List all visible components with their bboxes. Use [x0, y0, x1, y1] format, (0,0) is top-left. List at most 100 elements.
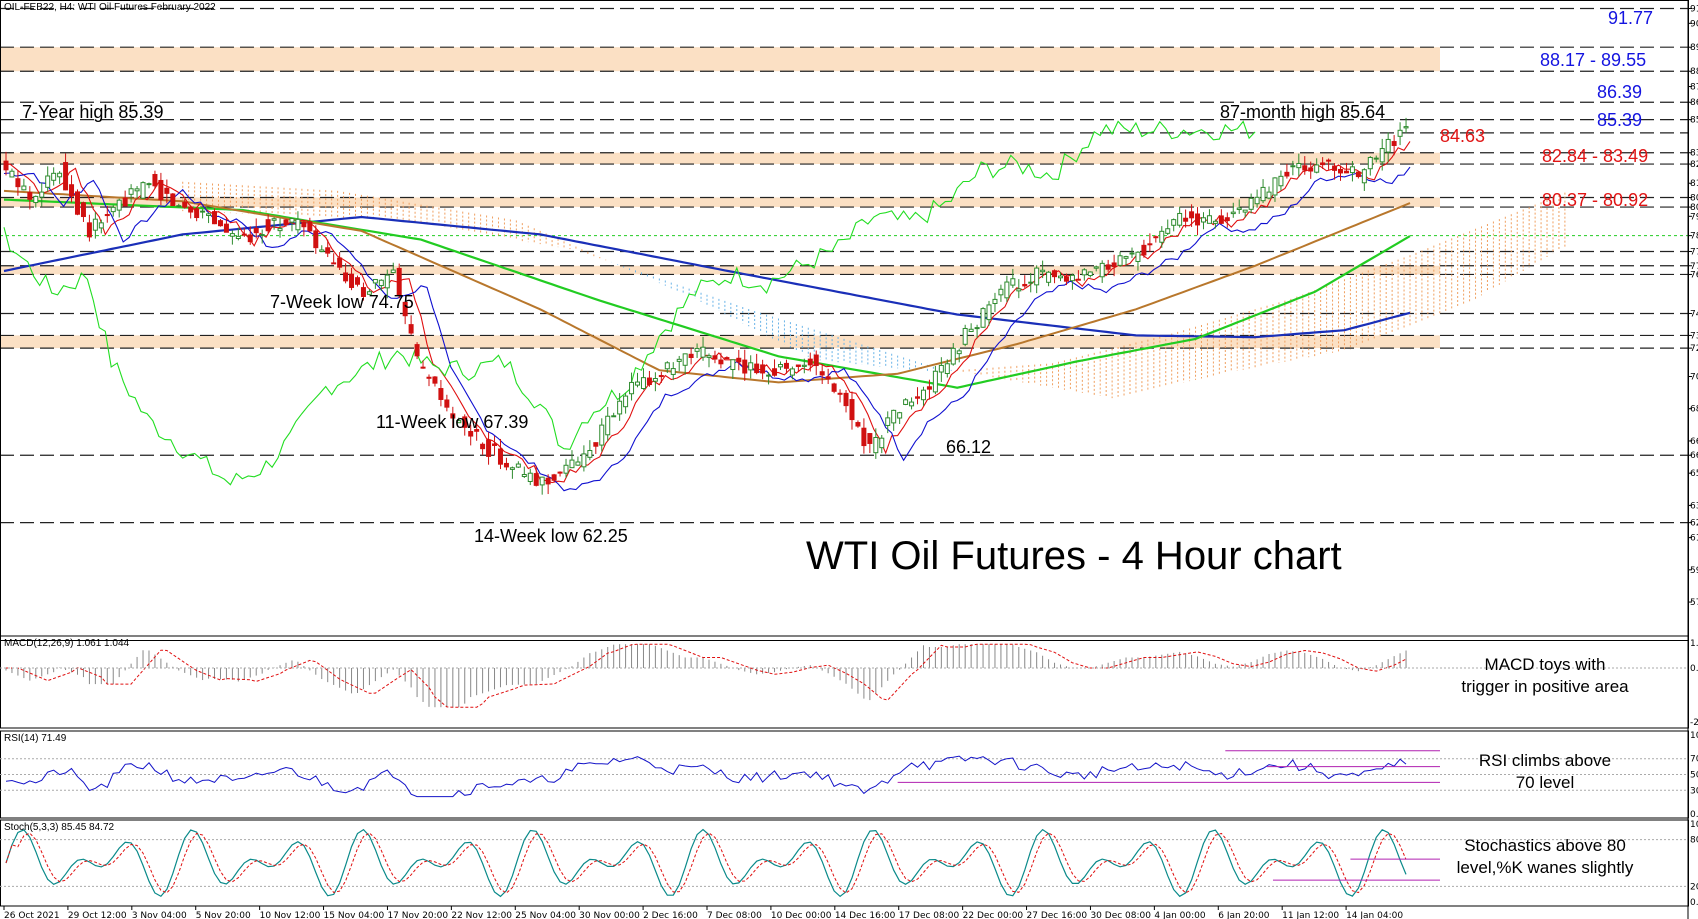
level-91-77: 91.77	[1608, 8, 1654, 28]
sma50-line	[3, 189, 1411, 384]
candle-body	[1230, 211, 1236, 215]
candle-body	[730, 359, 736, 371]
candle-body	[1254, 196, 1260, 205]
candle-body	[676, 358, 682, 362]
sma100-line	[3, 198, 1411, 389]
zone-band	[0, 335, 1440, 349]
candle-body	[1093, 266, 1099, 269]
candle-body	[1069, 274, 1075, 282]
stoch-axis-label: 100.00	[1690, 820, 1698, 830]
candle-body	[1391, 141, 1397, 146]
candle-body	[1379, 148, 1385, 163]
price-tick-label: 86.39	[1690, 98, 1698, 108]
candle-body	[789, 368, 795, 376]
candle-body	[998, 288, 1004, 296]
candle-body	[1302, 165, 1308, 171]
candle-body	[331, 262, 337, 265]
candle-body	[182, 201, 188, 208]
time-label: 10 Dec 00:00	[771, 911, 832, 919]
candle-body	[1135, 251, 1141, 262]
time-label: 30 Dec 08:00	[1090, 911, 1151, 919]
candle-body	[825, 376, 831, 380]
candle-body	[1272, 177, 1278, 196]
rsi-note-line2: 70 level	[1515, 773, 1575, 792]
price-tick-label: 85.39	[1690, 116, 1698, 126]
candle-body	[754, 363, 760, 374]
candle-body	[360, 287, 366, 297]
candle-body	[885, 417, 891, 426]
level-85-39: 85.39	[1597, 110, 1643, 130]
candle-body	[1195, 213, 1201, 226]
tenkan-line	[3, 141, 1411, 484]
candle-body	[1266, 191, 1272, 199]
candle-body	[188, 206, 194, 213]
candle-body	[80, 202, 86, 218]
candle-body	[861, 427, 867, 447]
candle-body	[200, 210, 206, 213]
candle-body	[247, 234, 253, 243]
candle-body	[69, 184, 75, 197]
candle-body	[1242, 209, 1248, 213]
candle-body	[1177, 212, 1183, 226]
candle-body	[766, 374, 772, 377]
candle-body	[104, 214, 110, 217]
candle-body	[497, 448, 503, 465]
candle-body	[486, 439, 492, 457]
candle-body	[337, 257, 343, 268]
time-axis: 26 Oct 2021 29 Oct 12:00 3 Nov 04:00 5 Nov …	[3, 906, 1403, 919]
candle-body	[1200, 217, 1206, 223]
candle-body	[795, 364, 801, 367]
price-axis: 91.77 90.92 89.55 88.17 87.29 86.39 85.39 83.49…	[1688, 5, 1698, 908]
candle-body	[950, 347, 956, 365]
candle-body	[1338, 168, 1344, 174]
macd-signal-line	[6, 643, 1407, 708]
candle-body	[253, 227, 259, 234]
candle-body	[1046, 271, 1052, 283]
zone-band	[0, 47, 1440, 72]
candle-body	[1058, 275, 1063, 279]
candle-body	[1028, 281, 1034, 284]
time-label: 2 Dec 16:00	[643, 911, 698, 919]
rsi-axis-label: 0.00	[1690, 810, 1698, 820]
month-high-label: 87-month high 85.64	[1220, 102, 1386, 122]
candle-body	[1349, 166, 1355, 174]
price-tick-label: 73.00	[1690, 331, 1698, 341]
candle-body	[468, 431, 474, 437]
candle-body	[98, 222, 104, 229]
candle-body	[1075, 278, 1081, 281]
stoch-note-line2: level,%K wanes slightly	[1456, 858, 1634, 877]
candle-body	[426, 376, 432, 379]
candle-body	[146, 183, 152, 186]
fourteen-week-low-label: 14-Week low 62.25	[474, 526, 628, 546]
low-6612-label: 66.12	[946, 437, 992, 457]
price-tick-label: 76.50	[1690, 270, 1698, 280]
candle-body	[664, 362, 670, 370]
candle-body	[271, 218, 277, 221]
level-84-63: 84.63	[1440, 126, 1486, 146]
candle-body	[63, 162, 69, 191]
candle-body	[414, 344, 420, 357]
candle-body	[492, 443, 498, 446]
candle-body	[1296, 163, 1302, 169]
candle-body	[444, 399, 450, 408]
price-tick-label: 80.37	[1690, 203, 1698, 213]
candle-body	[831, 383, 837, 392]
candle-body	[587, 450, 593, 458]
candle-body	[706, 355, 712, 358]
time-label: 14 Jan 04:00	[1346, 911, 1403, 919]
candle-body	[772, 368, 778, 376]
candle-body	[700, 346, 706, 358]
macd-axis-label: 0.000	[1690, 664, 1698, 674]
price-candles	[3, 117, 1409, 495]
rsi-axis-label: 50.00	[1690, 771, 1698, 781]
candle-body	[378, 279, 384, 287]
candle-body	[259, 234, 265, 237]
candle-body	[325, 247, 331, 254]
candle-body	[1308, 167, 1314, 172]
macd-panel	[0, 635, 1689, 729]
candle-body	[611, 415, 617, 418]
candle-body	[1284, 171, 1290, 177]
price-tick-label: 91.77	[1690, 5, 1698, 15]
candle-body	[152, 174, 158, 187]
candle-body	[116, 199, 122, 211]
